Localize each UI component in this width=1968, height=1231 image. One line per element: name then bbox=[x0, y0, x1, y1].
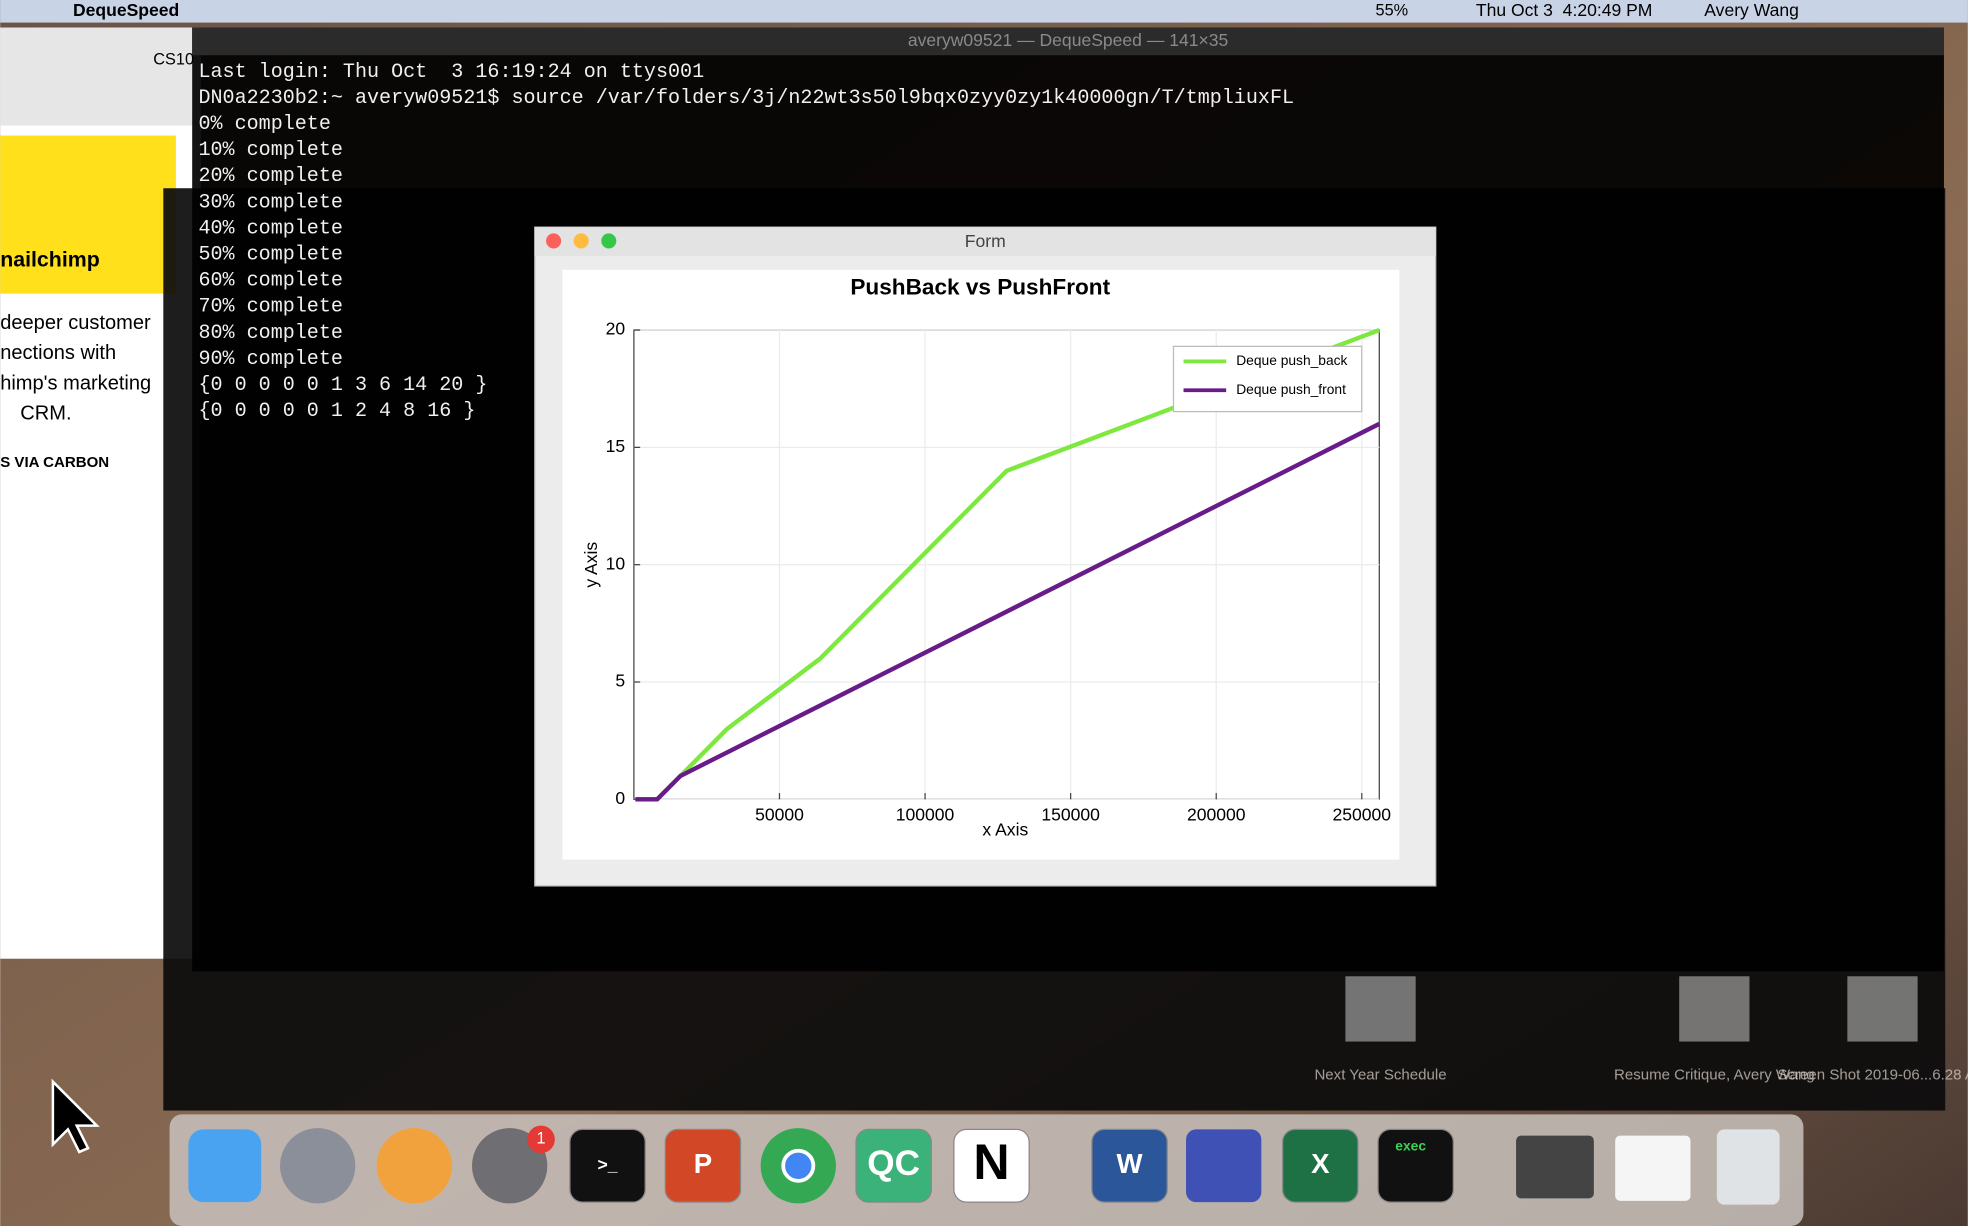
browser-tab[interactable]: CS10 bbox=[153, 51, 194, 69]
menu-app[interactable]: DequeSpeed bbox=[73, 0, 179, 20]
dock-icon-label: >_ bbox=[598, 1154, 618, 1174]
close-button[interactable] bbox=[546, 233, 562, 249]
video-icon[interactable] bbox=[1186, 1129, 1262, 1203]
dock-icon-label: exec bbox=[1395, 1139, 1426, 1154]
terminal-line: 60% complete bbox=[198, 270, 342, 293]
x-tick-label: 100000 bbox=[896, 804, 955, 824]
desktop-icon-label: Next Year Schedule bbox=[1314, 1066, 1446, 1083]
dock-icon[interactable] bbox=[953, 1128, 1030, 1203]
photos-icon[interactable] bbox=[376, 1128, 452, 1204]
dock-icon[interactable] bbox=[569, 1128, 646, 1203]
launchpad-icon[interactable] bbox=[280, 1128, 356, 1204]
legend-label: Deque push_back bbox=[1236, 353, 1347, 368]
terminal-line: Last login: Thu Oct 3 16:19:24 on ttys00… bbox=[198, 61, 704, 84]
battery[interactable]: 55% bbox=[1376, 2, 1409, 20]
browser-toolbar bbox=[0, 27, 201, 126]
terminal-line: 30% complete bbox=[198, 191, 342, 214]
terminal-line: 20% complete bbox=[198, 165, 342, 188]
desktop-icon[interactable] bbox=[1345, 976, 1416, 1042]
x-tick-label: 200000 bbox=[1187, 804, 1246, 824]
ad-brand: nailchimp bbox=[0, 248, 100, 272]
menu-bar bbox=[0, 0, 1968, 23]
dock-icon-label: W bbox=[1117, 1148, 1144, 1179]
form-title: Form bbox=[965, 231, 1006, 251]
x-tick-label: 50000 bbox=[755, 804, 804, 824]
terminal-line: 40% complete bbox=[198, 217, 342, 240]
settings-icon[interactable] bbox=[472, 1128, 548, 1204]
printer-icon[interactable] bbox=[1516, 1135, 1594, 1199]
user[interactable]: Avery Wang bbox=[1704, 0, 1799, 20]
terminal-line: 10% complete bbox=[198, 139, 342, 162]
terminal-line: DN0a2230b2:~ averyw09521$ source /var/fo… bbox=[198, 87, 1294, 110]
terminal-line: {0 0 0 0 0 1 3 6 14 20 } bbox=[198, 374, 487, 397]
y-tick-label: 0 bbox=[615, 788, 625, 808]
desktop-icon-label: Screen Shot 2019-06...6.28 AM bbox=[1777, 1066, 1968, 1083]
chrome-center bbox=[781, 1148, 816, 1183]
series-line bbox=[635, 421, 1381, 802]
y-axis-label: y Axis bbox=[581, 542, 601, 588]
legend-label: Deque push_front bbox=[1236, 382, 1346, 397]
terminal-line: 50% complete bbox=[198, 244, 342, 267]
ad-footer: S VIA CARBON bbox=[0, 454, 109, 471]
x-axis-label: x Axis bbox=[982, 819, 1028, 839]
ad-banner[interactable] bbox=[0, 135, 176, 294]
terminal-titlebar bbox=[192, 27, 1944, 56]
y-tick-label: 15 bbox=[606, 436, 626, 456]
terminal-line: 0% complete bbox=[198, 113, 330, 136]
ad-text: deeper customer bbox=[0, 312, 151, 334]
desktop-icon[interactable] bbox=[1847, 976, 1918, 1042]
chart-title: PushBack vs PushFront bbox=[850, 275, 1110, 300]
dock-icon-label: N bbox=[973, 1134, 1009, 1190]
clock[interactable]: Thu Oct 3 4:20:49 PM bbox=[1476, 0, 1653, 20]
finder-icon[interactable] bbox=[188, 1129, 262, 1203]
minimize-button[interactable] bbox=[573, 233, 589, 249]
terminal-line: {0 0 0 0 0 1 2 4 8 16 } bbox=[198, 400, 475, 423]
dock-icon[interactable] bbox=[1282, 1128, 1359, 1203]
y-tick-label: 5 bbox=[615, 671, 625, 691]
badge-count: 1 bbox=[536, 1130, 545, 1148]
chart-doc-icon[interactable] bbox=[1615, 1135, 1691, 1201]
dock-icon[interactable] bbox=[664, 1128, 742, 1203]
dock-icon[interactable] bbox=[855, 1128, 932, 1203]
terminal-line: 90% complete bbox=[198, 348, 342, 371]
x-tick-label: 150000 bbox=[1041, 804, 1100, 824]
dock-icon-label: QC bbox=[867, 1144, 920, 1183]
badge bbox=[527, 1125, 555, 1154]
trash-icon[interactable] bbox=[1716, 1129, 1780, 1205]
ad-text: himp's marketing bbox=[0, 372, 151, 394]
dock-icon-label: P bbox=[694, 1148, 712, 1179]
cursor bbox=[51, 1078, 100, 1154]
y-tick-label: 20 bbox=[606, 319, 626, 339]
form-titlebar bbox=[534, 227, 1436, 256]
terminal-title: averyw09521 — DequeSpeed — 141×35 bbox=[908, 30, 1229, 50]
ad-text: nections with bbox=[0, 342, 116, 364]
dock-icon[interactable] bbox=[1377, 1128, 1454, 1203]
zoom-button[interactable] bbox=[601, 233, 617, 249]
desktop-icon-label: Resume Critique, Avery Wang bbox=[1614, 1066, 1815, 1083]
dock-icon-label: X bbox=[1311, 1148, 1330, 1179]
terminal-line: 70% complete bbox=[198, 296, 342, 319]
legend-box bbox=[1172, 345, 1363, 413]
dock-icon[interactable] bbox=[1091, 1128, 1168, 1203]
ad-text: CRM. bbox=[20, 402, 71, 424]
y-tick-label: 10 bbox=[606, 553, 626, 573]
terminal-line: 80% complete bbox=[198, 322, 342, 345]
x-tick-label: 250000 bbox=[1333, 804, 1392, 824]
desktop-icon[interactable] bbox=[1679, 976, 1750, 1042]
